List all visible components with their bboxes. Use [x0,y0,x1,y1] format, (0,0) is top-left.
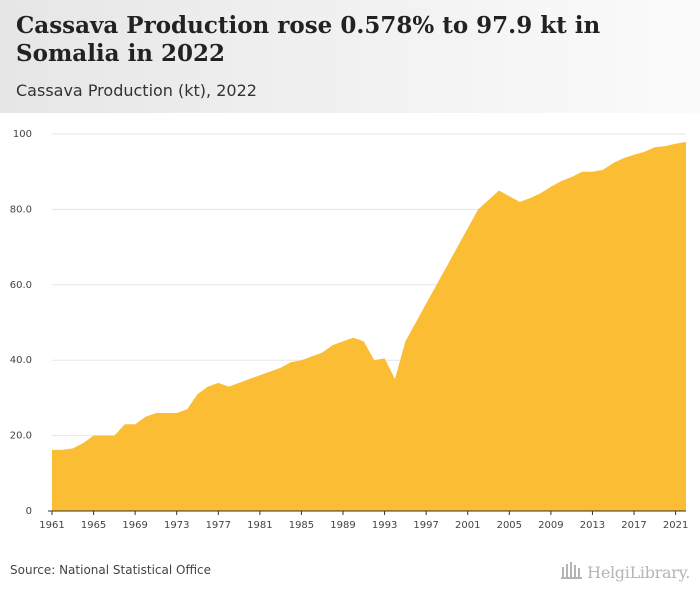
area-chart: 0 20.0 40.0 60.0 80.0 100 1961 1965 1969 1973 1977… [10,129,689,531]
chart-title: Cassava Production rose 0.578% to 97.9 k… [16,12,601,67]
x-tick-label: 1985 [289,520,314,531]
source-note: Source: National Statistical Office [10,563,212,577]
helgi-library-logo[interactable]: HelgiLibrary. [561,561,690,583]
y-tick-label: 60.0 [10,280,32,291]
x-tick-label: 2005 [497,520,522,531]
chart-subtitle: Cassava Production (kt), 2022 [16,81,257,100]
logo-text: HelgiLibrary. [587,562,690,582]
y-tick-label: 0 [26,506,32,517]
area-fill [52,141,686,511]
y-tick-label: 100 [13,129,32,140]
x-tick-label: 2021 [663,520,688,531]
x-tick-label: 2017 [621,520,646,531]
x-tick-label: 1997 [413,520,438,531]
x-tick-label: 1977 [206,520,231,531]
x-tick-label: 2001 [455,520,480,531]
x-tick-label: 1973 [164,520,189,531]
y-tick-label: 40.0 [10,355,32,366]
header-banner [0,0,700,113]
area-series [52,141,686,511]
x-tick-label: 1993 [372,520,397,531]
library-building-icon [561,561,583,583]
y-tick-label: 20.0 [10,431,32,442]
axes: 0 20.0 40.0 60.0 80.0 100 1961 1965 1969 1973 1977… [10,129,689,531]
x-tick-label: 1981 [247,520,272,531]
y-tick-label: 80.0 [10,204,32,215]
x-tick-label: 1969 [122,520,147,531]
x-tick-label: 2013 [580,520,605,531]
x-tick-label: 2009 [538,520,563,531]
x-tick-label: 1965 [81,520,106,531]
x-tick-label: 1989 [330,520,355,531]
x-tick-label: 1961 [39,520,64,531]
